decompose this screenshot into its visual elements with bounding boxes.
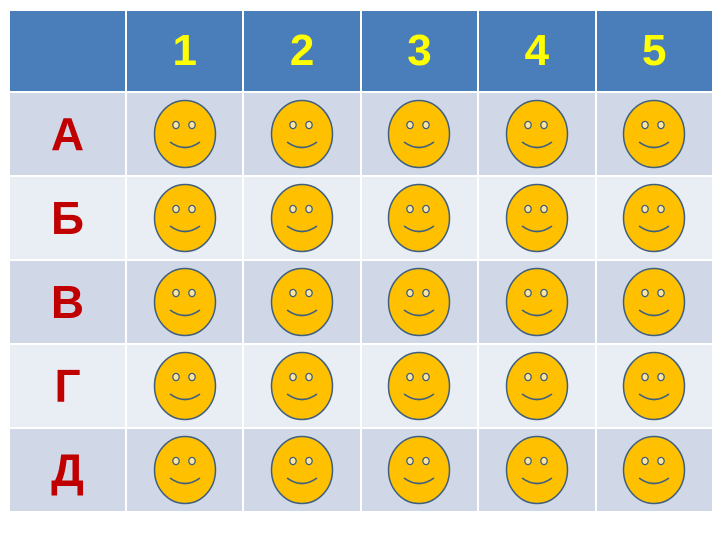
smiley-face-icon[interactable] <box>270 267 334 337</box>
smiley-face-icon[interactable] <box>622 351 686 421</box>
smiley-face-icon[interactable] <box>505 267 569 337</box>
column-label: 4 <box>524 26 550 75</box>
grid-body: А Б В Г <box>8 91 714 513</box>
smiley-cell[interactable] <box>242 259 362 345</box>
smiley-cell[interactable] <box>477 259 597 345</box>
smiley-face-icon[interactable] <box>153 99 217 169</box>
smiley-cell[interactable] <box>594 175 714 261</box>
smiley-face-icon[interactable] <box>153 351 217 421</box>
smiley-cell[interactable] <box>594 91 714 177</box>
header-row: 1 2 3 4 5 <box>8 9 714 93</box>
column-label: 2 <box>289 26 315 75</box>
row-header-cell: А <box>8 91 127 177</box>
column-header-5: 5 <box>594 9 714 93</box>
smiley-cell[interactable] <box>124 91 245 177</box>
smiley-grid-table: 1 2 3 4 5 А Б В <box>8 9 714 513</box>
smiley-face-icon[interactable] <box>622 183 686 253</box>
smiley-cell[interactable] <box>594 259 714 345</box>
smiley-face-icon[interactable] <box>387 99 451 169</box>
column-label: 3 <box>407 26 432 75</box>
row-label: Б <box>50 192 85 244</box>
smiley-face-icon[interactable] <box>387 351 451 421</box>
row-header-cell: В <box>8 259 127 345</box>
row-label: В <box>50 276 85 328</box>
row-label: Г <box>54 360 81 412</box>
smiley-cell[interactable] <box>477 427 597 513</box>
smiley-face-icon[interactable] <box>505 183 569 253</box>
column-header-3: 3 <box>359 9 480 93</box>
smiley-face-icon[interactable] <box>505 351 569 421</box>
smiley-cell[interactable] <box>359 91 480 177</box>
smiley-cell[interactable] <box>124 175 245 261</box>
row-header-cell: Д <box>8 427 127 513</box>
smiley-face-icon[interactable] <box>505 99 569 169</box>
column-header-1: 1 <box>124 9 245 93</box>
smiley-face-icon[interactable] <box>153 183 217 253</box>
smiley-face-icon[interactable] <box>270 183 334 253</box>
table-row: А <box>8 91 714 177</box>
smiley-cell[interactable] <box>124 259 245 345</box>
smiley-face-icon[interactable] <box>622 435 686 505</box>
smiley-face-icon[interactable] <box>153 267 217 337</box>
smiley-face-icon[interactable] <box>270 99 334 169</box>
smiley-cell[interactable] <box>242 91 362 177</box>
smiley-cell[interactable] <box>359 259 480 345</box>
table-row: В <box>8 259 714 345</box>
smiley-cell[interactable] <box>359 343 480 429</box>
column-header-2: 2 <box>242 9 362 93</box>
row-header-cell: Г <box>8 343 127 429</box>
smiley-cell[interactable] <box>124 427 245 513</box>
smiley-cell[interactable] <box>359 427 480 513</box>
row-header-cell: Б <box>8 175 127 261</box>
smiley-face-icon[interactable] <box>387 183 451 253</box>
corner-cell <box>8 9 127 93</box>
smiley-cell[interactable] <box>477 175 597 261</box>
smiley-cell[interactable] <box>594 343 714 429</box>
column-label: 5 <box>642 26 667 75</box>
column-header-4: 4 <box>477 9 597 93</box>
row-label: А <box>50 108 85 160</box>
row-label: Д <box>51 444 84 496</box>
smiley-face-icon[interactable] <box>153 435 217 505</box>
smiley-cell[interactable] <box>477 91 597 177</box>
smiley-face-icon[interactable] <box>622 99 686 169</box>
column-label: 1 <box>172 26 197 75</box>
smiley-face-icon[interactable] <box>270 435 334 505</box>
smiley-cell[interactable] <box>594 427 714 513</box>
table-row: Д <box>8 427 714 513</box>
smiley-face-icon[interactable] <box>387 435 451 505</box>
smiley-face-icon[interactable] <box>622 267 686 337</box>
smiley-cell[interactable] <box>359 175 480 261</box>
smiley-cell[interactable] <box>477 343 597 429</box>
table-row: Б <box>8 175 714 261</box>
smiley-cell[interactable] <box>242 175 362 261</box>
smiley-face-icon[interactable] <box>505 435 569 505</box>
smiley-face-icon[interactable] <box>387 267 451 337</box>
smiley-cell[interactable] <box>242 343 362 429</box>
smiley-face-icon[interactable] <box>270 351 334 421</box>
table-row: Г <box>8 343 714 429</box>
smiley-cell[interactable] <box>124 343 245 429</box>
smiley-cell[interactable] <box>242 427 362 513</box>
